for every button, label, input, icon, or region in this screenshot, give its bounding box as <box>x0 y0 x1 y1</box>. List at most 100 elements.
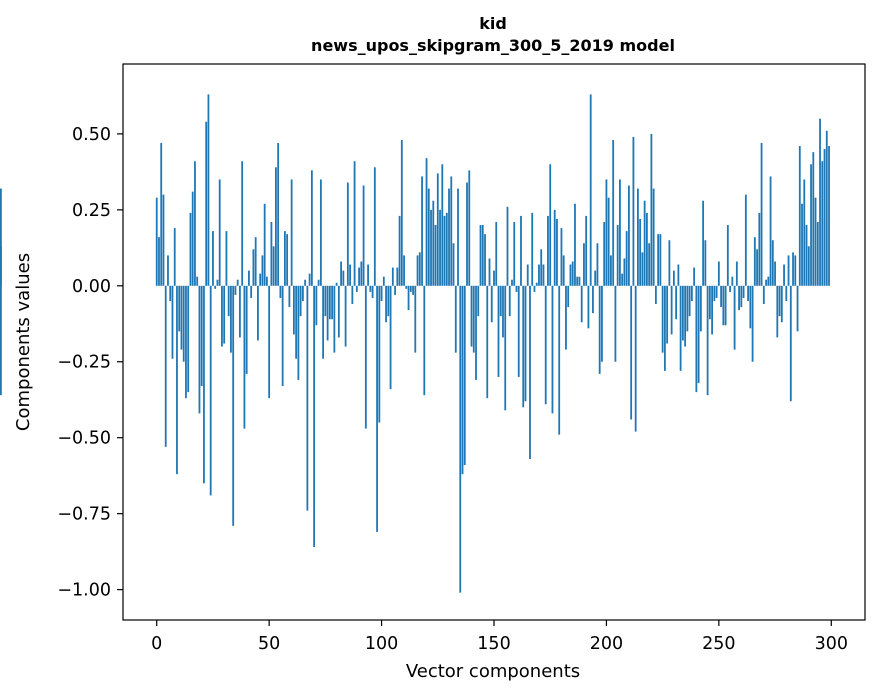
bar-component-81 <box>337 285 340 338</box>
bar-component-179 <box>558 285 561 435</box>
bar-component-225 <box>661 285 664 353</box>
bar-component-95 <box>369 285 372 292</box>
bar-component-164 <box>524 285 527 402</box>
bar-component-135 <box>459 285 462 593</box>
x-tick-label: 0 <box>151 634 162 654</box>
bar-component-205 <box>616 225 619 286</box>
bar-component-16 <box>191 191 194 286</box>
bar-component-159 <box>513 221 516 286</box>
bar-component-291 <box>810 164 812 286</box>
bar-component-130 <box>448 188 450 286</box>
bar-component-263 <box>747 285 749 301</box>
bar-component-116 <box>416 255 419 286</box>
bar-component-91 <box>360 261 363 286</box>
bar-component-141 <box>472 285 475 353</box>
bar-component-237 <box>688 285 691 317</box>
bar-component-175 <box>549 164 552 286</box>
bar-component-77 <box>328 285 331 320</box>
bar-component-299 <box>828 146 830 286</box>
bar-component-278 <box>780 285 783 323</box>
bar-component-172 <box>542 264 545 286</box>
bar-component-10 <box>178 285 181 332</box>
bar-component-126 <box>439 209 441 286</box>
bar-component-38 <box>241 161 244 286</box>
bar-component-58 <box>286 234 289 286</box>
x-tick-label: 150 <box>477 634 510 654</box>
bar-component-226 <box>663 285 666 371</box>
bar-component-75 <box>324 285 327 317</box>
bar-component-115 <box>414 285 417 353</box>
bar-component-271 <box>765 279 767 286</box>
bar-component-93 <box>364 285 367 429</box>
y-tick-label: −0.50 <box>57 429 111 449</box>
bar-component-78 <box>331 285 334 320</box>
bar-component-244 <box>704 240 707 286</box>
bar-component-36 <box>236 279 239 286</box>
bar-component-210 <box>628 185 630 286</box>
bar-component-19 <box>198 285 201 414</box>
bar-component-86 <box>349 264 351 286</box>
bar-component-265 <box>751 285 754 362</box>
bar-component-235 <box>684 285 687 347</box>
bar-component-31 <box>225 231 228 286</box>
bar-component-220 <box>650 133 653 286</box>
bar-component-59 <box>288 285 291 308</box>
bar-component-137 <box>463 285 466 466</box>
bar-component-192 <box>587 285 590 329</box>
bar-component-212 <box>632 136 635 286</box>
bar-component-249 <box>715 285 718 298</box>
bar-component-2 <box>160 142 163 286</box>
bar-component-147 <box>486 285 489 399</box>
bar-component-156 <box>506 206 509 286</box>
bar-component-281 <box>787 255 790 286</box>
bar-component-42 <box>250 285 253 298</box>
bar-component-184 <box>569 264 572 286</box>
bar-component-273 <box>769 176 772 286</box>
bar-component-216 <box>641 252 644 286</box>
bar-component-12 <box>182 285 185 362</box>
bar-component-287 <box>801 203 803 286</box>
bar-component-290 <box>807 246 810 286</box>
bar-component-194 <box>592 285 594 314</box>
bar-component-106 <box>394 285 396 295</box>
bar-component-107 <box>396 267 399 286</box>
bar-component-132 <box>452 243 455 286</box>
bar-component-255 <box>729 285 731 292</box>
bar-component-87 <box>351 285 354 305</box>
bar-component-102 <box>385 285 387 323</box>
bar-component-230 <box>672 270 675 286</box>
bar-component-266 <box>753 237 756 286</box>
bar-component-136 <box>461 285 464 475</box>
bar-component-72 <box>317 279 320 286</box>
bar-component-252 <box>722 285 725 326</box>
bar-component-157 <box>508 285 511 317</box>
bar-component-109 <box>400 139 403 286</box>
bar-component-181 <box>562 255 565 286</box>
bar-component-71 <box>315 285 318 326</box>
bar-component-145 <box>481 225 484 286</box>
bar-component-202 <box>610 255 612 286</box>
bar-component-33 <box>230 285 232 353</box>
bar-component-275 <box>774 261 776 286</box>
bar-component-20 <box>200 285 203 387</box>
bar-component-104 <box>389 285 392 390</box>
bar-component-133 <box>454 285 457 353</box>
bar-component-61 <box>292 285 295 335</box>
bar-component-173 <box>544 285 547 405</box>
bar-component-185 <box>571 261 574 286</box>
bar-component-22 <box>205 121 208 286</box>
bar-component-283 <box>792 252 794 286</box>
bar-component-189 <box>580 285 583 323</box>
y-axis: 0.50 0.25 0.00 −0.25 −0.50 −0.75 −1.00 <box>57 125 123 601</box>
bar-component-48 <box>263 203 266 286</box>
bar-component-56 <box>281 285 284 387</box>
chart-title: kid <box>479 14 507 33</box>
bar-component-121 <box>427 188 430 286</box>
bar-component-240 <box>695 285 698 393</box>
bar-component-124 <box>434 225 437 286</box>
bar-component-253 <box>724 285 727 326</box>
bar-component-43 <box>252 249 255 286</box>
bar-component-39 <box>243 285 246 429</box>
bar-component-undefined <box>0 246 2 286</box>
bar-component-82 <box>340 261 342 286</box>
